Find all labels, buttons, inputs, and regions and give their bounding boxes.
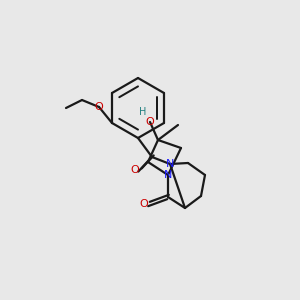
Text: O: O xyxy=(146,117,154,127)
Text: H: H xyxy=(139,107,147,117)
Text: N: N xyxy=(164,170,172,180)
Text: O: O xyxy=(140,199,148,209)
Text: O: O xyxy=(130,165,140,175)
Text: N: N xyxy=(166,159,174,169)
Text: O: O xyxy=(94,102,103,112)
